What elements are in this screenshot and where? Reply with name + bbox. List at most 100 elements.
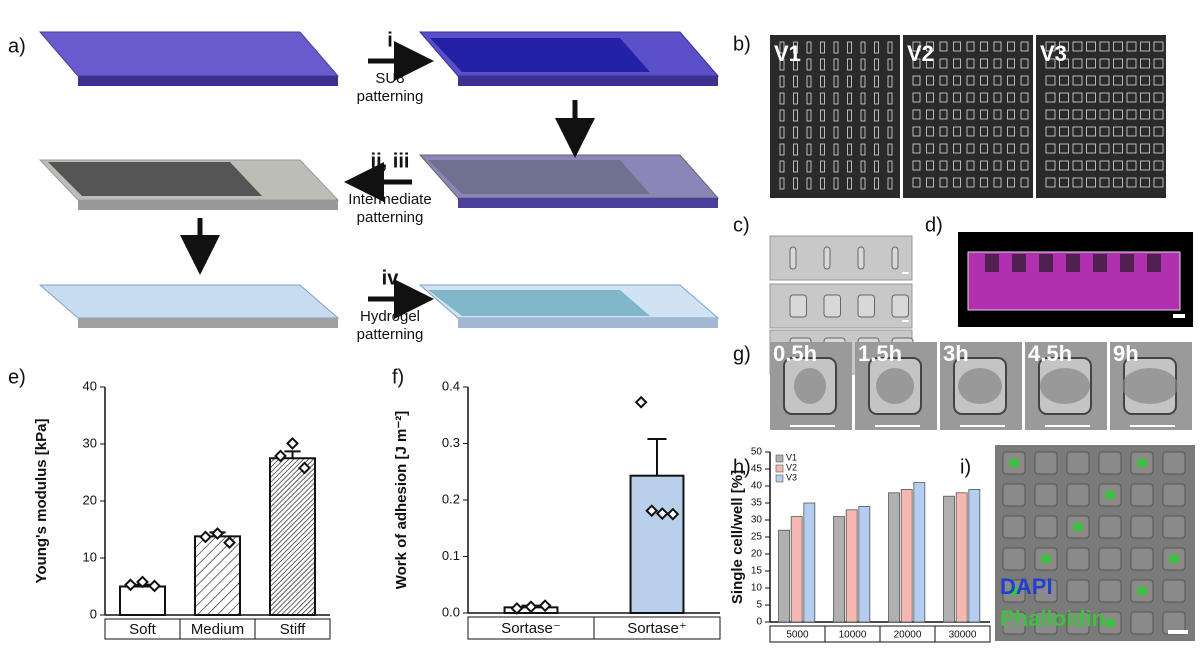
step-numeral: i [387,29,393,51]
well [806,177,812,190]
well [1093,254,1107,272]
well [847,126,852,139]
bar [833,516,845,623]
well [1126,143,1137,154]
panel-label: h) [733,456,751,478]
well [1039,254,1053,272]
well [1140,126,1150,137]
well [833,177,839,190]
well [1034,515,1058,539]
well [1020,41,1029,52]
timepoint: 3h [943,341,969,366]
well [1126,109,1137,120]
well [1034,451,1058,475]
legend-swatch [775,474,784,483]
y-tick-label: 5 [756,600,762,611]
well [874,75,879,88]
bar [858,505,871,623]
cell [1009,458,1019,468]
well [833,75,839,88]
cell [1122,368,1178,404]
y-tick-label: 45 [751,464,763,475]
well [1130,611,1154,635]
well [1059,177,1069,188]
step-numeral: ii, iii [371,150,410,172]
cell [1137,458,1147,468]
well [1099,177,1110,188]
well [1140,143,1150,154]
well [789,246,797,270]
legend-label: V1 [786,452,797,462]
well [993,41,1002,52]
well [1086,177,1096,188]
y-axis-label: Young's modulus [kPa] [33,419,50,584]
well [779,126,785,139]
well [1072,92,1083,103]
panel-label: e) [8,366,26,388]
well [1113,109,1123,120]
timepoint: 9h [1113,341,1139,366]
well [887,109,893,122]
y-tick-label: 0.3 [442,435,460,450]
panel-label: g) [733,343,751,365]
well [1020,160,1029,171]
bar [955,492,968,623]
cell [1105,618,1115,628]
well [980,58,988,69]
well [912,126,921,137]
well [820,160,825,173]
step-text: SU8 [375,70,404,87]
well [1153,41,1164,52]
timepoint: 1.5h [858,341,902,366]
well [857,246,865,270]
well [1072,58,1083,69]
well [1126,160,1137,171]
well [779,75,785,88]
legend-swatch [775,464,784,473]
panel-label: c) [733,214,750,236]
well [1140,58,1150,69]
data-point [124,578,137,592]
well [793,92,798,105]
well [939,109,948,120]
well [912,160,921,171]
well [887,58,893,71]
well [1113,75,1123,86]
well [860,92,866,105]
well [1140,109,1150,120]
well [1066,579,1090,603]
well [966,75,975,86]
well [1034,579,1058,603]
well [857,294,875,318]
well [1072,143,1083,154]
well [1113,143,1123,154]
well [1066,611,1090,635]
step-text: patterning [357,209,424,226]
y-tick-label: 15 [751,566,763,577]
well [1099,143,1110,154]
well [953,126,961,137]
well [833,58,839,71]
x-tick-label: 20000 [894,630,922,641]
well [1113,177,1123,188]
cell [1105,490,1115,500]
well [1126,177,1137,188]
y-tick-label: 0 [90,606,97,621]
data-point [223,536,236,550]
well [1099,58,1110,69]
y-tick-label: 30 [751,515,763,526]
x-tick-label: Stiff [280,621,306,638]
data-point [148,579,161,593]
well [860,109,866,122]
well [1020,92,1029,103]
well [966,126,975,137]
well [887,160,893,173]
well [1020,143,1029,154]
well [1072,160,1083,171]
y-tick-label: 10 [751,583,763,594]
well [966,143,975,154]
data-point [655,507,669,520]
well [1045,41,1056,52]
timepoint: 4.5h [1028,341,1072,366]
